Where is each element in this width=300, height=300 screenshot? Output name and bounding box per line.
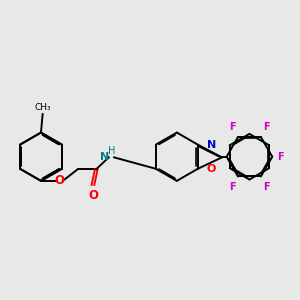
Text: O: O <box>88 189 98 202</box>
Text: O: O <box>207 164 216 174</box>
Text: H: H <box>108 146 115 156</box>
Text: F: F <box>277 152 284 162</box>
Text: N: N <box>207 140 216 150</box>
Text: F: F <box>263 122 270 132</box>
Text: CH₃: CH₃ <box>34 103 51 112</box>
Text: F: F <box>229 182 235 191</box>
Text: O: O <box>54 174 64 188</box>
Text: F: F <box>229 122 235 132</box>
Text: F: F <box>263 182 270 191</box>
Text: N: N <box>100 152 110 162</box>
